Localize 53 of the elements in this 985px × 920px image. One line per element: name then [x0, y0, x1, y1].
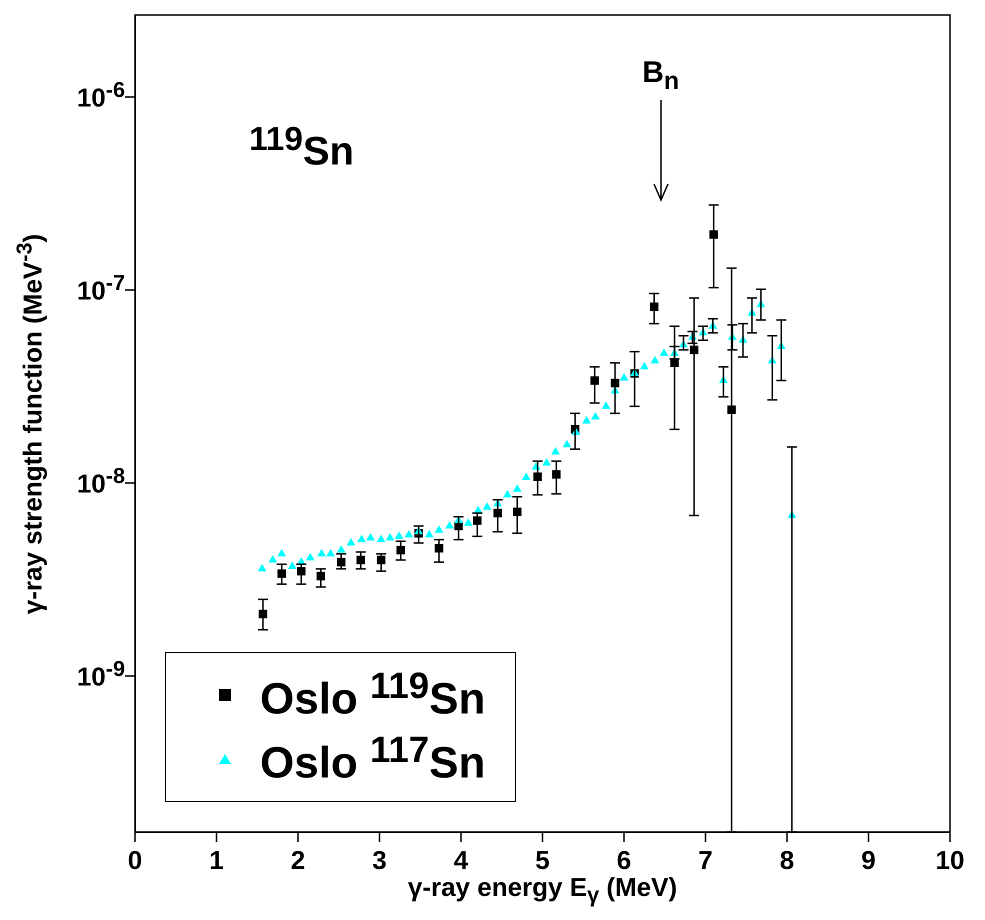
y-tick-label: 10$^{-6}$: [76, 76, 125, 114]
point: [660, 348, 668, 356]
x-tick-label: 10: [936, 844, 964, 875]
point: [512, 484, 522, 492]
x-axis-title: γ-ray energy E$_{γ}$ (MeV): [408, 872, 678, 908]
x-tick-label: 5: [535, 844, 550, 875]
point: [522, 472, 531, 480]
point: [551, 447, 560, 455]
point: [424, 530, 434, 538]
point: [258, 564, 266, 572]
point: [562, 440, 572, 448]
point: [542, 458, 551, 466]
annotation: B$_{n}$: [642, 56, 680, 96]
point: [376, 534, 386, 542]
point: [306, 552, 315, 560]
point: [640, 362, 649, 370]
point: [434, 525, 444, 533]
x-tick-label: 9: [861, 844, 876, 875]
x-tick-label: 0: [128, 844, 142, 875]
point: [394, 531, 404, 539]
point: [268, 554, 278, 562]
x-tick-label: 4: [454, 844, 469, 875]
point: [503, 490, 512, 498]
x-tick-label: 2: [290, 844, 306, 875]
point: [336, 545, 346, 553]
x-tick-label: 1: [209, 844, 224, 875]
point: [386, 532, 394, 540]
point: [326, 548, 335, 556]
point: [357, 534, 366, 542]
point: [482, 502, 492, 510]
y-tick-label: 10$^{-7}$: [76, 270, 125, 307]
point: [591, 412, 600, 420]
point: [464, 518, 473, 526]
point: [650, 356, 660, 364]
point: [404, 530, 414, 538]
point: [277, 548, 286, 556]
point: [317, 548, 326, 556]
x-tick-label: 3: [372, 844, 387, 875]
x-tick-label: 8: [780, 844, 794, 875]
point: [620, 373, 628, 381]
x-tick-label: 6: [616, 844, 632, 875]
y-tick-label: 10$^{-9}$: [76, 656, 125, 693]
point: [366, 532, 375, 540]
point: [582, 416, 591, 424]
x-tick-label: 7: [698, 844, 713, 875]
point: [445, 520, 454, 528]
annotation: $^{119}$Sn: [249, 121, 354, 175]
point: [288, 562, 297, 570]
legend-label: Oslo $^{117}$Sn: [260, 729, 486, 789]
point: [602, 401, 610, 409]
y-tick-label: 10$^{-8}$: [76, 462, 125, 500]
legend-label: Oslo $^{119}$Sn: [260, 665, 486, 725]
point: [346, 538, 356, 546]
